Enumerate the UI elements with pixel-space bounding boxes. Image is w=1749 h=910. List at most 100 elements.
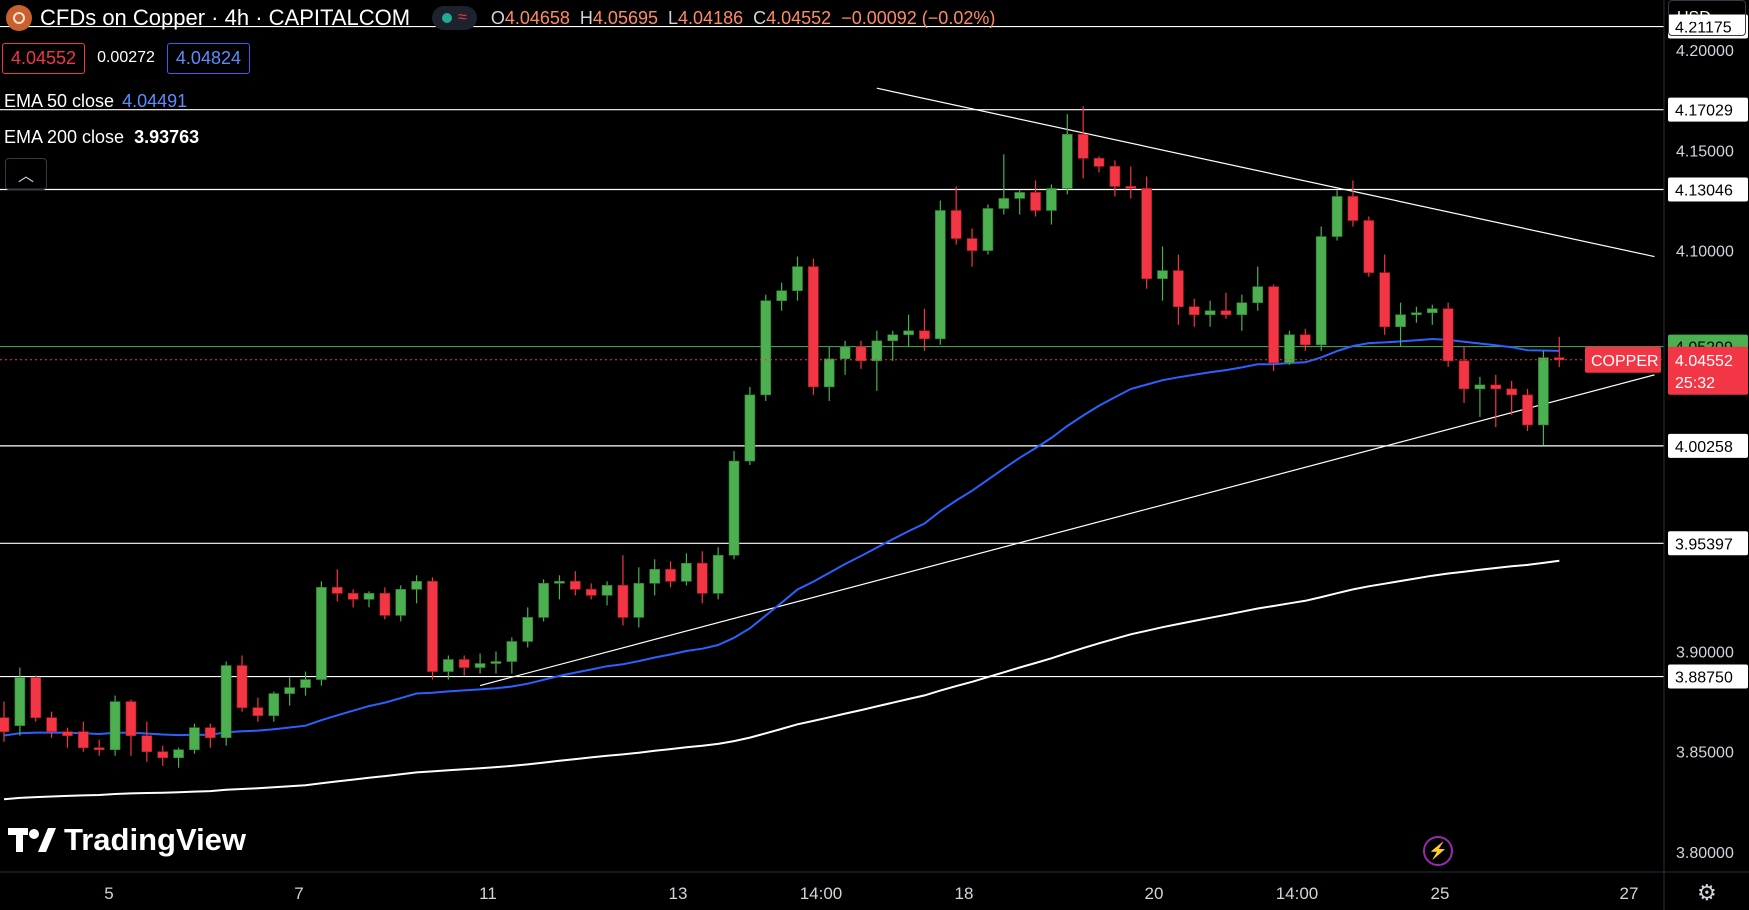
candle bbox=[1125, 166, 1137, 199]
candle-body bbox=[1236, 302, 1248, 316]
candle bbox=[1300, 328, 1311, 351]
candle-body bbox=[316, 587, 327, 680]
x-tick-label: 13 bbox=[669, 884, 688, 903]
ask-price[interactable]: 4.04824 bbox=[166, 42, 250, 74]
candle-body bbox=[1188, 306, 1200, 316]
candle-body bbox=[1474, 384, 1486, 390]
level-price-label: 4.17029 bbox=[1668, 97, 1748, 122]
candle-body bbox=[1553, 357, 1565, 361]
candle-body bbox=[839, 346, 851, 360]
candle-body bbox=[871, 340, 883, 362]
candle-body bbox=[649, 569, 660, 584]
trend-line bbox=[876, 87, 1655, 258]
candle bbox=[78, 721, 89, 752]
x-tick-label: 14:00 bbox=[1276, 884, 1319, 903]
candle-body bbox=[919, 330, 930, 340]
y-tick-label: 4.10000 bbox=[1676, 244, 1734, 261]
candle bbox=[220, 661, 232, 746]
candle-body bbox=[776, 290, 787, 301]
x-tick-label: 14:00 bbox=[800, 884, 843, 903]
symbol-tag-bg bbox=[1585, 346, 1661, 373]
ema200-label: EMA 200 close bbox=[4, 126, 125, 147]
candle-body bbox=[1395, 314, 1406, 328]
candle bbox=[808, 258, 819, 395]
level-price-label: 3.95397 bbox=[1668, 531, 1748, 556]
candle-body bbox=[1427, 308, 1438, 314]
candle-body bbox=[220, 665, 232, 738]
candle-body bbox=[0, 717, 10, 732]
candle bbox=[347, 589, 359, 608]
symbol-title[interactable]: CFDs on Copper · 4h · CAPITALCOM bbox=[40, 5, 411, 30]
symbol-header[interactable]: CFDs on Copper · 4h · CAPITALCOM ≈ O4.04… bbox=[0, 0, 995, 36]
candle bbox=[1506, 380, 1517, 415]
price-change: −0.00092 (−0.02%) bbox=[841, 7, 996, 28]
bid-ask-box[interactable]: 4.04552 0.00272 4.04824 bbox=[2, 41, 250, 75]
candle-body bbox=[744, 394, 756, 462]
candle bbox=[966, 228, 978, 267]
candle bbox=[1315, 226, 1327, 351]
gear-icon[interactable]: ⚙ bbox=[1697, 880, 1717, 905]
candle-body bbox=[1030, 192, 1041, 211]
market-open-icon bbox=[442, 13, 453, 23]
candle bbox=[570, 571, 581, 596]
y-tick-label: 3.85000 bbox=[1676, 745, 1734, 762]
candle-body bbox=[855, 346, 867, 362]
candle bbox=[887, 330, 899, 361]
candle bbox=[1188, 298, 1200, 327]
candle-body bbox=[1204, 310, 1216, 316]
candle-body bbox=[395, 589, 407, 616]
candle-body bbox=[458, 659, 470, 668]
candle-body bbox=[1173, 270, 1184, 308]
tradingview-logo[interactable]: TradingView bbox=[8, 822, 246, 858]
candle bbox=[1331, 190, 1343, 241]
candle bbox=[823, 346, 835, 401]
currency-label: USD bbox=[1677, 9, 1711, 26]
candle-body bbox=[141, 735, 153, 753]
candle bbox=[1395, 302, 1406, 347]
collapse-legend-button[interactable]: ︿ bbox=[5, 158, 47, 190]
candle-body bbox=[347, 593, 359, 600]
candle bbox=[395, 585, 407, 622]
candle bbox=[1109, 160, 1121, 197]
y-tick-label: 3.90000 bbox=[1676, 644, 1734, 661]
spread-value: 0.00272 bbox=[97, 49, 155, 66]
level-label-text: 3.88750 bbox=[1675, 670, 1733, 687]
ema50-legend[interactable]: EMA 50 close 4.04491 bbox=[4, 88, 187, 114]
candle-body bbox=[728, 460, 740, 556]
tradingview-mark-icon bbox=[8, 828, 56, 852]
currency-selector[interactable]: USD ⌄ bbox=[1668, 0, 1746, 36]
ema50-label: EMA 50 close bbox=[4, 90, 115, 111]
candle-body bbox=[1490, 384, 1502, 390]
candle bbox=[0, 701, 10, 742]
bid-price[interactable]: 4.04552 bbox=[2, 42, 86, 74]
y-tick-label: 4.15000 bbox=[1676, 143, 1734, 160]
candle bbox=[1268, 284, 1279, 371]
candle bbox=[1538, 350, 1549, 446]
candle-body bbox=[1252, 286, 1264, 303]
candle bbox=[871, 330, 883, 391]
candle-body bbox=[633, 583, 645, 618]
candle bbox=[744, 386, 756, 466]
candle-body bbox=[760, 300, 772, 396]
candle bbox=[411, 575, 422, 604]
candle bbox=[855, 340, 867, 369]
candle bbox=[1490, 374, 1502, 427]
candle bbox=[1093, 156, 1105, 173]
lightning-icon[interactable]: ⚡ bbox=[1423, 836, 1453, 866]
candle-body bbox=[1300, 334, 1311, 346]
level-price-label: 4.13046 bbox=[1668, 177, 1748, 202]
candle-body bbox=[14, 677, 26, 726]
x-tick-label: 11 bbox=[479, 884, 497, 903]
candle bbox=[474, 653, 486, 674]
candle-body bbox=[1268, 286, 1279, 364]
candle bbox=[236, 655, 248, 712]
candle-body bbox=[474, 663, 486, 668]
candle-body bbox=[1363, 220, 1375, 273]
candle bbox=[982, 204, 994, 255]
candle bbox=[443, 655, 454, 680]
chevron-up-icon: ︿ bbox=[17, 168, 34, 185]
ema200-legend[interactable]: EMA 200 close 3.93763 bbox=[4, 124, 199, 150]
market-status-pill[interactable]: ≈ bbox=[432, 6, 477, 30]
candle-body bbox=[109, 701, 121, 751]
